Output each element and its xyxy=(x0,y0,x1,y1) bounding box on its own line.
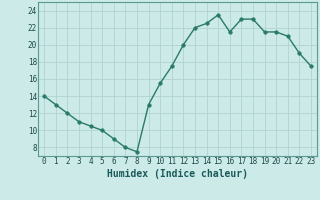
X-axis label: Humidex (Indice chaleur): Humidex (Indice chaleur) xyxy=(107,169,248,179)
